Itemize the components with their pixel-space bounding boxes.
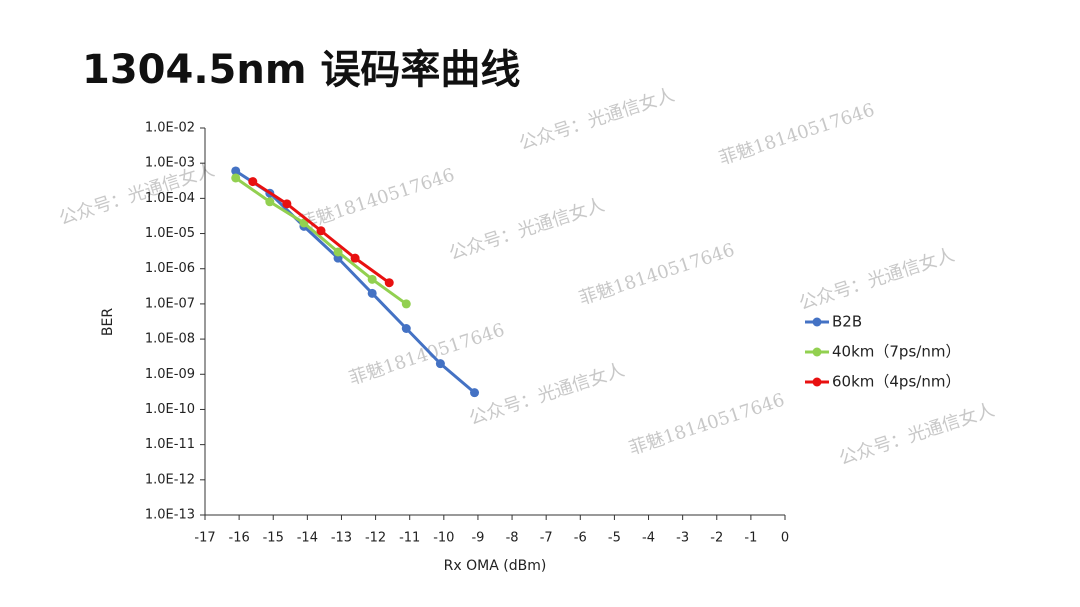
x-tick-label: -4 [642,531,655,546]
x-tick-label: -12 [365,531,386,546]
data-point [231,173,241,183]
x-tick-label: -3 [676,531,689,546]
data-point [282,199,292,209]
data-point [333,247,343,257]
y-tick-label: 1.0E-12 [145,472,195,487]
y-tick-label: 1.0E-10 [145,402,195,417]
data-point [401,299,411,309]
y-tick-label: 1.0E-05 [145,226,195,241]
y-tick-label: 1.0E-13 [145,508,195,523]
data-point [367,288,377,298]
chart-title: 1304.5nm 误码率曲线 [82,47,520,93]
watermark: 菲魅18140517646 [297,164,458,234]
watermark: 公众号：光通信女人 [837,399,998,469]
x-tick-label: -8 [506,531,519,546]
legend-label: 60km（4ps/nm） [832,373,960,391]
y-tick-label: 1.0E-06 [145,261,195,276]
legend-label: 40km（7ps/nm） [832,343,960,361]
data-point [265,197,275,207]
x-tick-label: -14 [297,531,318,546]
x-tick-label: -5 [608,531,621,546]
data-point [350,253,360,263]
watermark: 公众号：光通信女人 [517,84,678,154]
y-tick-label: 1.0E-11 [145,437,195,452]
data-point [231,166,241,176]
watermark: 公众号：光通信女人 [797,244,958,314]
y-tick-label: 1.0E-04 [145,191,195,206]
data-point [401,324,411,334]
y-tick-label: 1.0E-08 [145,332,195,347]
watermark: 菲魅18140517646 [627,389,788,459]
data-point [435,359,445,369]
watermark: 公众号：光通信女人 [467,359,628,429]
x-tick-label: -17 [194,531,215,546]
y-tick-label: 1.0E-03 [145,156,195,171]
legend-marker [812,377,822,387]
y-tick-label: 1.0E-07 [145,296,195,311]
watermark: 菲魅18140517646 [577,239,738,309]
series-line [234,169,476,394]
legend-label: B2B [832,313,862,331]
x-tick-label: -1 [744,531,757,546]
x-tick-label: -13 [331,531,352,546]
y-axis-label: BER [100,308,116,336]
data-point [384,278,394,288]
watermark: 菲魅18140517646 [347,319,508,389]
data-point [248,177,258,187]
watermark: 公众号：光通信女人 [447,194,608,264]
data-point [333,253,343,263]
y-tick-label: 1.0E-02 [145,121,195,136]
x-tick-label: -16 [229,531,250,546]
x-tick-label: -9 [471,531,484,546]
x-tick-label: -6 [574,531,587,546]
x-axis-label: Rx OMA (dBm) [444,558,547,574]
y-tick-label: 1.0E-09 [145,367,195,382]
legend-marker [812,317,822,327]
x-tick-label: -7 [540,531,553,546]
legend-marker [812,347,822,357]
watermark: 菲魅18140517646 [717,99,878,169]
x-tick-label: -11 [399,531,420,546]
x-tick-label: -10 [433,531,454,546]
x-tick-label: 0 [781,531,789,546]
data-point [316,226,326,236]
x-tick-label: -2 [710,531,723,546]
data-point [367,274,377,284]
series-line [234,176,408,306]
x-tick-label: -15 [263,531,284,546]
data-point [470,388,480,398]
